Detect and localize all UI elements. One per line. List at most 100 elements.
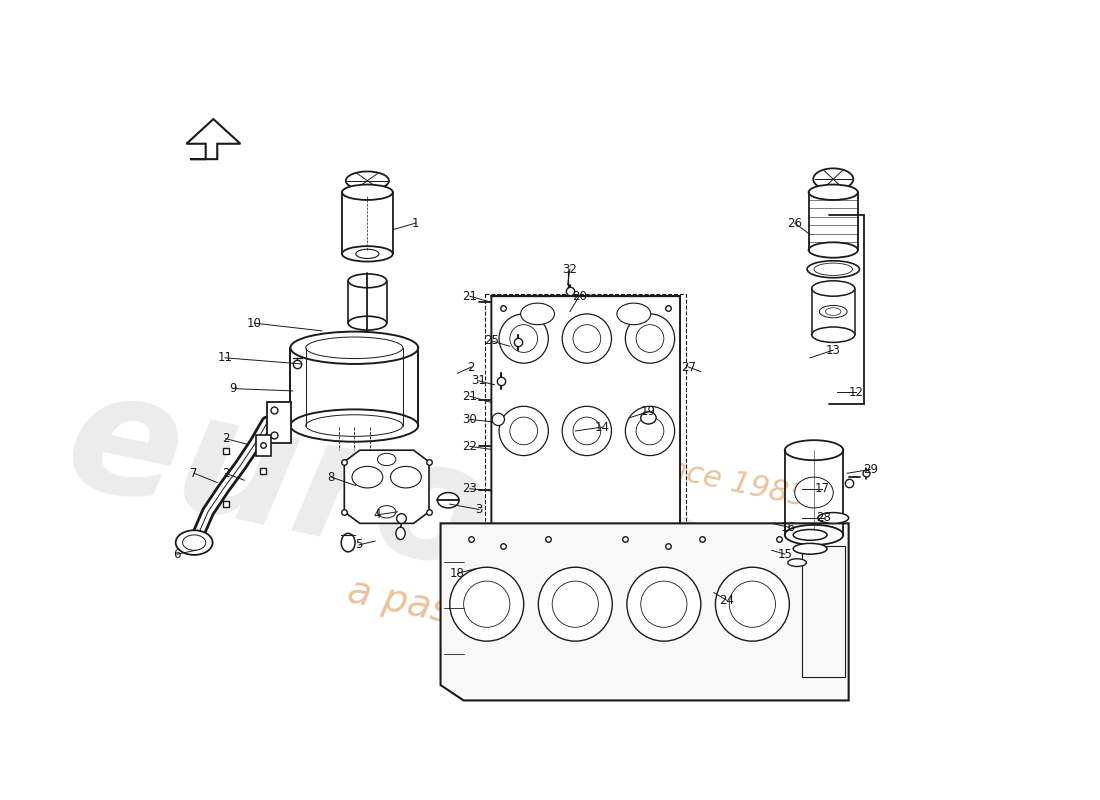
Ellipse shape — [636, 417, 664, 445]
Ellipse shape — [290, 410, 418, 442]
Text: 27: 27 — [681, 361, 696, 374]
Ellipse shape — [812, 281, 855, 296]
Polygon shape — [440, 523, 849, 701]
Ellipse shape — [345, 171, 389, 190]
Ellipse shape — [390, 466, 421, 488]
Polygon shape — [492, 296, 680, 570]
Ellipse shape — [176, 530, 212, 555]
Ellipse shape — [813, 168, 854, 190]
Ellipse shape — [636, 325, 664, 353]
Text: 2: 2 — [468, 361, 475, 374]
Ellipse shape — [377, 454, 396, 466]
Ellipse shape — [793, 530, 827, 540]
Text: 14: 14 — [595, 421, 609, 434]
Bar — [255, 435, 271, 456]
Text: 19: 19 — [641, 405, 656, 418]
Ellipse shape — [808, 185, 858, 200]
Ellipse shape — [814, 263, 852, 275]
Text: 1: 1 — [412, 217, 420, 230]
Text: 18: 18 — [450, 567, 465, 580]
Text: 2: 2 — [222, 432, 230, 445]
Polygon shape — [267, 402, 292, 442]
Text: 20: 20 — [572, 290, 586, 302]
Ellipse shape — [438, 493, 459, 508]
Text: 32: 32 — [562, 262, 578, 276]
Ellipse shape — [627, 567, 701, 641]
Polygon shape — [344, 450, 429, 523]
Text: 8: 8 — [328, 470, 334, 484]
Ellipse shape — [355, 250, 378, 258]
Bar — [803, 546, 845, 678]
Ellipse shape — [377, 506, 396, 518]
Ellipse shape — [290, 332, 418, 364]
Ellipse shape — [640, 412, 656, 424]
Text: 30: 30 — [462, 413, 477, 426]
Ellipse shape — [352, 466, 383, 488]
Ellipse shape — [825, 308, 842, 315]
Text: 25: 25 — [484, 334, 498, 347]
Ellipse shape — [812, 327, 855, 342]
Text: 26: 26 — [788, 217, 802, 230]
Ellipse shape — [788, 558, 806, 566]
Ellipse shape — [573, 325, 601, 353]
Ellipse shape — [784, 525, 844, 545]
Ellipse shape — [183, 535, 206, 550]
Ellipse shape — [492, 414, 505, 426]
Ellipse shape — [509, 417, 538, 445]
Ellipse shape — [306, 337, 403, 358]
Text: 13: 13 — [826, 344, 840, 357]
Text: 23: 23 — [462, 482, 477, 495]
Ellipse shape — [520, 303, 554, 325]
Text: 2: 2 — [222, 467, 230, 480]
Text: 21: 21 — [462, 390, 477, 403]
Ellipse shape — [715, 567, 790, 641]
Text: 16: 16 — [781, 521, 796, 534]
Ellipse shape — [342, 185, 393, 200]
Ellipse shape — [499, 314, 548, 363]
Text: a passion for...: a passion for... — [344, 571, 629, 668]
Ellipse shape — [794, 477, 834, 508]
Ellipse shape — [793, 543, 827, 554]
Text: 28: 28 — [816, 511, 832, 525]
Ellipse shape — [348, 274, 387, 288]
Text: 24: 24 — [719, 594, 735, 607]
Ellipse shape — [396, 527, 405, 539]
Ellipse shape — [450, 567, 524, 641]
Text: europs: europs — [54, 357, 719, 651]
Text: 29: 29 — [862, 463, 878, 476]
Ellipse shape — [808, 242, 858, 258]
Text: 9: 9 — [229, 382, 236, 395]
Ellipse shape — [784, 440, 844, 460]
Text: 11: 11 — [218, 351, 232, 364]
Ellipse shape — [538, 567, 613, 641]
Ellipse shape — [341, 534, 355, 552]
Ellipse shape — [640, 581, 686, 627]
Ellipse shape — [348, 316, 387, 330]
Ellipse shape — [562, 314, 612, 363]
Ellipse shape — [342, 246, 393, 262]
Text: 6: 6 — [174, 548, 182, 561]
Text: 17: 17 — [814, 482, 829, 495]
Text: 22: 22 — [462, 440, 477, 453]
Ellipse shape — [499, 406, 548, 455]
Text: 15: 15 — [778, 548, 792, 561]
Ellipse shape — [729, 581, 776, 627]
Text: 3: 3 — [475, 503, 483, 516]
Ellipse shape — [464, 581, 510, 627]
Ellipse shape — [820, 306, 847, 318]
Ellipse shape — [562, 406, 612, 455]
Ellipse shape — [509, 325, 538, 353]
Text: 21: 21 — [462, 290, 477, 302]
Ellipse shape — [552, 581, 598, 627]
Ellipse shape — [625, 314, 674, 363]
Ellipse shape — [573, 417, 601, 445]
Text: 12: 12 — [849, 386, 864, 399]
Ellipse shape — [306, 414, 403, 436]
Text: 31: 31 — [472, 374, 486, 387]
Ellipse shape — [807, 261, 859, 278]
Text: 4: 4 — [374, 508, 382, 522]
Text: 5: 5 — [355, 538, 363, 551]
Ellipse shape — [617, 303, 651, 325]
Text: 7: 7 — [190, 467, 198, 480]
Polygon shape — [186, 119, 241, 159]
